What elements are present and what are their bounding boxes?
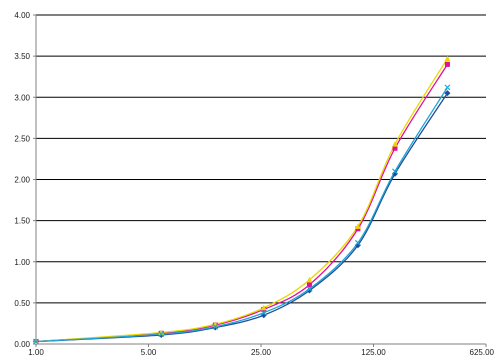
data-point-series-3 [391,141,398,147]
x-tick-label: 5.00 [141,348,157,357]
y-tick-label: 1.50 [14,217,30,226]
data-point-series-3 [306,276,313,283]
y-tick-label: 3.50 [14,52,30,61]
x-tick-label: 125.00 [361,348,386,357]
data-point-series-3 [260,304,267,311]
y-tick-label: 1.00 [14,258,30,267]
data-point-series-2 [306,282,312,288]
data-point-series-2 [392,145,398,151]
data-point-series-4 [260,309,267,316]
data-point-series-4 [392,168,398,175]
data-point-series-4 [444,84,451,91]
data-point-series-4 [306,285,313,292]
data-point-series-3 [158,329,165,335]
y-tick-label: 3.00 [14,93,30,102]
data-point-series-1 [444,90,451,97]
data-point-series-1 [306,287,313,294]
data-point-series-4 [354,239,361,246]
y-tick-label: 2.50 [14,134,30,143]
data-point-series-2 [444,61,450,67]
x-tick-label: 25.00 [251,348,272,357]
x-tick-label: 1.00 [28,348,44,357]
data-point-series-3 [444,55,451,62]
y-tick-label: 2.00 [14,176,30,185]
x-tick-label: 625.00 [470,348,495,357]
data-point-series-4 [212,323,219,330]
y-tick-label: 0.00 [14,340,30,349]
data-point-series-4 [33,338,39,345]
y-tick-label: 0.50 [14,299,30,308]
data-point-series-3 [354,223,361,229]
y-tick-label: 4.00 [14,11,30,20]
data-point-series-4 [158,331,165,338]
